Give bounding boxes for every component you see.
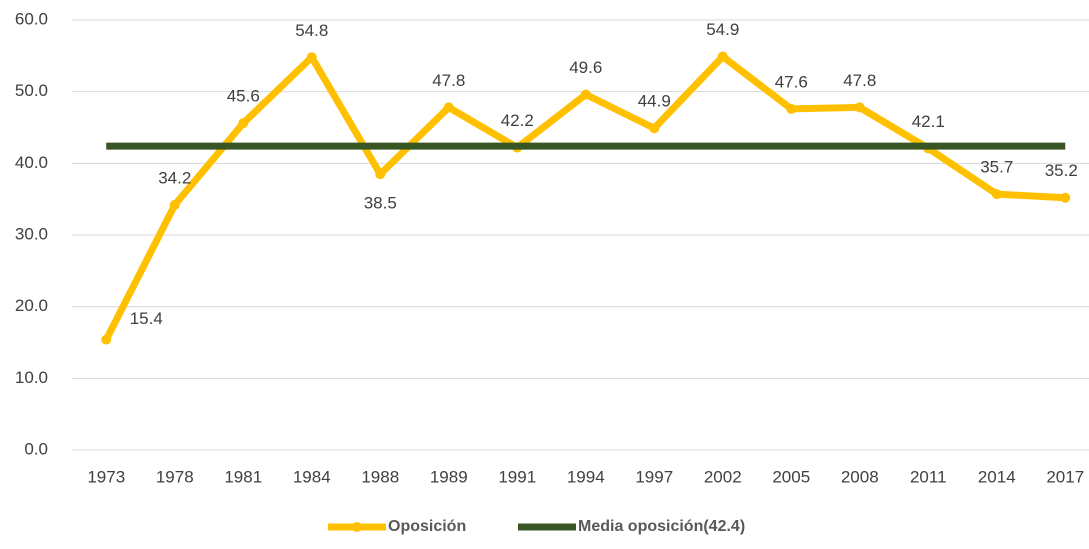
y-tick-label: 60.0 [15, 9, 48, 28]
point [169, 199, 180, 210]
x-tick-label: 2014 [978, 467, 1016, 486]
x-tick-label: 2017 [1046, 467, 1084, 486]
data-label: 49.6 [569, 58, 602, 77]
point [786, 103, 797, 114]
data-label: 45.6 [227, 87, 260, 106]
x-tick-label: 1988 [361, 467, 399, 486]
data-label: 47.8 [843, 71, 876, 90]
point [443, 102, 454, 113]
data-label: 54.8 [295, 21, 328, 40]
point [306, 52, 317, 63]
data-label: 42.2 [501, 111, 534, 130]
x-tick-label: 2011 [910, 467, 947, 486]
y-tick-label: 20.0 [15, 296, 48, 315]
point [649, 123, 660, 134]
point [1060, 192, 1071, 203]
x-tick-label: 1997 [635, 467, 673, 486]
x-tick-label: 1973 [87, 467, 125, 486]
y-tick-label: 0.0 [24, 439, 48, 458]
data-label: 42.1 [912, 112, 945, 131]
x-tick-label: 1989 [430, 467, 468, 486]
x-tick-label: 2002 [704, 467, 742, 486]
x-tick-label: 2008 [841, 467, 879, 486]
point [101, 334, 112, 345]
data-label: 35.2 [1045, 161, 1078, 180]
legend-marker [352, 522, 362, 532]
x-tick-label: 1994 [567, 467, 605, 486]
point [580, 89, 591, 100]
point [717, 51, 728, 62]
x-tick-label: 1978 [156, 467, 194, 486]
x-tick-label: 2005 [772, 467, 810, 486]
legend-label: Oposición [388, 518, 466, 535]
data-label: 47.6 [775, 72, 808, 91]
point [854, 102, 865, 113]
x-tick-label: 1981 [224, 467, 262, 486]
data-label: 15.4 [130, 309, 163, 328]
point [238, 118, 249, 129]
y-tick-label: 30.0 [15, 224, 48, 243]
y-tick-label: 50.0 [15, 81, 48, 100]
x-tick-label: 1984 [293, 467, 331, 486]
data-label: 47.8 [432, 71, 465, 90]
point [375, 169, 386, 180]
data-label: 54.9 [706, 20, 739, 39]
data-label: 38.5 [364, 194, 397, 213]
data-label: 35.7 [980, 158, 1013, 177]
y-tick-label: 10.0 [15, 368, 48, 387]
y-tick-label: 40.0 [15, 153, 48, 172]
data-label: 44.9 [638, 92, 671, 111]
point [991, 189, 1002, 200]
legend-label: Media oposición(42.4) [578, 518, 745, 535]
x-tick-label: 1991 [498, 467, 536, 486]
data-label: 34.2 [158, 168, 191, 187]
